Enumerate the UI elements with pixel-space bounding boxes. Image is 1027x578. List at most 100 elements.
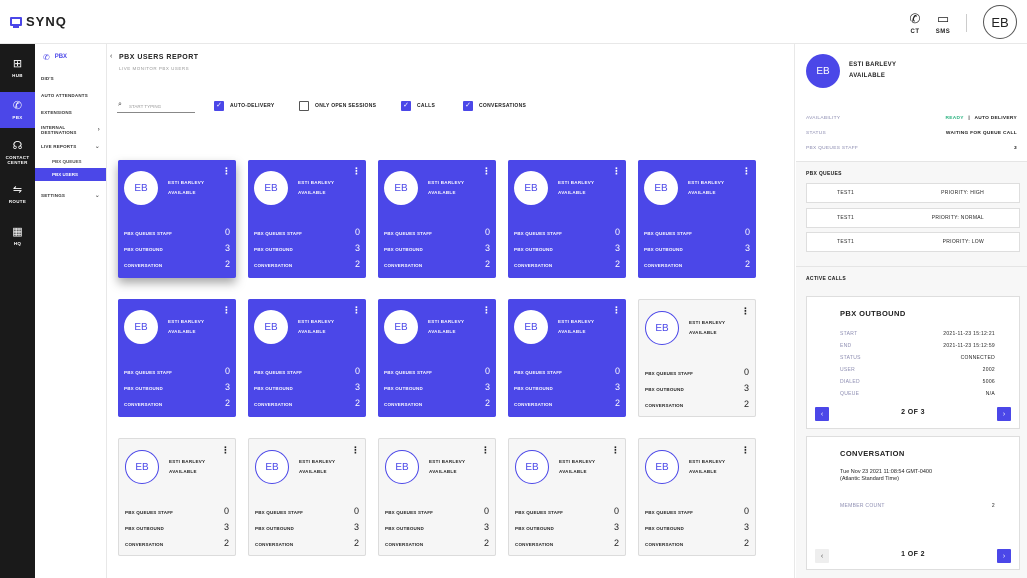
more-options-icon[interactable]: ⋮	[221, 445, 230, 455]
card-row-value: 2	[614, 398, 620, 408]
user-card[interactable]: EB ESTI BARLEVY AVAILABLE ⋮ PBX QUEUES STAFF…	[638, 438, 756, 556]
more-options-icon[interactable]: ⋮	[742, 166, 751, 176]
more-options-icon[interactable]: ⋮	[352, 166, 361, 176]
card-row-value: 2	[743, 538, 749, 548]
card-row-label: PBX OUTBOUND	[254, 386, 293, 391]
user-card[interactable]: EB ESTI BARLEVY AVAILABLE ⋮ PBX QUEUES STAFF…	[378, 438, 496, 556]
card-row-queues-staff: PBX QUEUES STAFF 0	[124, 366, 230, 376]
card-row-conversation: CONVERSATION 2	[254, 259, 360, 269]
back-chevron-icon[interactable]: ‹	[110, 53, 113, 60]
conversation-timezone: (Atlantic Standard Time)	[840, 476, 899, 482]
route-icon: ⇋	[12, 184, 23, 196]
member-count-row: MEMBER COUNT 2	[840, 503, 995, 509]
subnav-item-pbx-users[interactable]: PBX USERS	[35, 168, 106, 181]
ct-button[interactable]: ✆ CT	[903, 12, 927, 36]
user-card[interactable]: EB ESTI BARLEVY AVAILABLE ⋮ PBX QUEUES STAFF…	[638, 299, 756, 417]
calls-checkbox[interactable]: ✓ CALLS	[401, 101, 435, 111]
more-options-icon[interactable]: ⋮	[612, 305, 621, 315]
subnav-item-extensions[interactable]: EXTENSIONS	[35, 104, 106, 121]
user-card[interactable]: EB ESTI BARLEVY AVAILABLE ⋮ PBX QUEUES STAFF…	[118, 160, 236, 278]
user-card[interactable]: EB ESTI BARLEVY AVAILABLE ⋮ PBX QUEUES STAFF…	[508, 299, 626, 417]
rail-item-route[interactable]: ⇋ ROUTE	[0, 176, 35, 212]
subnav-item-settings[interactable]: SETTINGS ⌄	[35, 187, 106, 204]
prev-call-button[interactable]: ‹	[815, 407, 829, 421]
card-row-queues-staff: PBX QUEUES STAFF 0	[254, 366, 360, 376]
rail-item-hub[interactable]: ⊞ HUB	[0, 50, 35, 86]
card-row-label: CONVERSATION	[254, 263, 293, 268]
search-input[interactable]	[129, 102, 193, 111]
user-card[interactable]: EB ESTI BARLEVY AVAILABLE ⋮ PBX QUEUES STAFF…	[378, 160, 496, 278]
synq-logo[interactable]: SYNQ	[10, 14, 67, 29]
queue-row: TEST1 PRIORITY: HIGH	[806, 183, 1020, 203]
subnav-item-pbx-queues[interactable]: PBX QUEUES	[52, 159, 82, 164]
rail-item-pbx[interactable]: ✆ PBX	[0, 92, 35, 128]
card-user-status: AVAILABLE	[428, 329, 456, 334]
user-card[interactable]: EB ESTI BARLEVY AVAILABLE ⋮ PBX QUEUES STAFF…	[508, 438, 626, 556]
subnav-item-label: AUTO ATTENDANTS	[41, 93, 88, 98]
prev-conversation-button[interactable]: ‹	[815, 549, 829, 563]
user-card[interactable]: EB ESTI BARLEVY AVAILABLE ⋮ PBX QUEUES STAFF…	[118, 299, 236, 417]
chevron-down-icon: ⌄	[94, 193, 100, 199]
conversations-checkbox[interactable]: ✓ CONVERSATIONS	[463, 101, 526, 111]
user-avatar[interactable]: EB	[983, 5, 1017, 39]
more-options-icon[interactable]: ⋮	[352, 305, 361, 315]
page-title: PBX USERS REPORT	[119, 54, 199, 61]
sms-label: SMS	[935, 29, 951, 35]
card-row-outbound: PBX OUTBOUND 3	[645, 383, 749, 393]
queue-name: TEST1	[837, 215, 855, 221]
more-options-icon[interactable]: ⋮	[482, 166, 491, 176]
card-user-status: AVAILABLE	[169, 469, 197, 474]
logo-text: SYNQ	[26, 14, 67, 29]
status-value: WAITING FOR QUEUE CALL	[945, 131, 1017, 136]
card-row-label: PBX QUEUES STAFF	[645, 371, 694, 376]
more-options-icon[interactable]: ⋮	[222, 305, 231, 315]
more-options-icon[interactable]: ⋮	[481, 445, 490, 455]
user-card[interactable]: EB ESTI BARLEVY AVAILABLE ⋮ PBX QUEUES STAFF…	[378, 299, 496, 417]
checkbox-checked-icon: ✓	[463, 101, 473, 111]
rail-item-contact-center[interactable]: ☊ CONTACT CENTER	[0, 134, 35, 170]
rail-item-hq[interactable]: ▦ HQ	[0, 218, 35, 254]
member-count-label: MEMBER COUNT	[840, 503, 885, 509]
next-conversation-button[interactable]: ›	[997, 549, 1011, 563]
more-options-icon[interactable]: ⋮	[741, 445, 750, 455]
call-pager: ‹ 2 OF 3 ›	[807, 407, 1019, 422]
card-row-label: PBX OUTBOUND	[384, 247, 423, 252]
user-card[interactable]: EB ESTI BARLEVY AVAILABLE ⋮ PBX QUEUES STAFF…	[248, 299, 366, 417]
more-options-icon[interactable]: ⋮	[611, 445, 620, 455]
card-row-outbound: PBX OUTBOUND 3	[384, 382, 490, 392]
user-card[interactable]: EB ESTI BARLEVY AVAILABLE ⋮ PBX QUEUES STAFF…	[248, 160, 366, 278]
user-card[interactable]: EB ESTI BARLEVY AVAILABLE ⋮ PBX QUEUES STAFF…	[248, 438, 366, 556]
card-avatar: EB	[385, 450, 419, 484]
card-user-name: ESTI BARLEVY	[298, 319, 335, 324]
card-row-value: 3	[353, 522, 359, 532]
only-open-sessions-checkbox[interactable]: ONLY OPEN SESSIONS	[299, 101, 376, 111]
more-options-icon[interactable]: ⋮	[482, 305, 491, 315]
call-title: PBX OUTBOUND	[840, 309, 906, 318]
call-page-indicator: 2 OF 3	[901, 409, 925, 416]
more-options-icon[interactable]: ⋮	[351, 445, 360, 455]
card-row-value: 3	[354, 382, 360, 392]
call-row-key: QUEUE	[840, 391, 860, 397]
user-card[interactable]: EB ESTI BARLEVY AVAILABLE ⋮ PBX QUEUES STAFF…	[118, 438, 236, 556]
subnav-item-internal-destinations[interactable]: INTERNAL DESTINATIONS ›	[35, 121, 106, 138]
card-row-value: 3	[484, 382, 490, 392]
sms-icon: ▭	[936, 11, 950, 26]
card-user-name: ESTI BARLEVY	[689, 320, 726, 325]
card-user-status: AVAILABLE	[558, 329, 586, 334]
card-user-name: ESTI BARLEVY	[298, 180, 335, 185]
sms-button[interactable]: ▭ SMS	[931, 11, 955, 36]
user-card[interactable]: EB ESTI BARLEVY AVAILABLE ⋮ PBX QUEUES STAFF…	[508, 160, 626, 278]
card-row-label: PBX OUTBOUND	[125, 526, 164, 531]
call-row-value: 2021-11-23 15:12:59	[943, 343, 995, 349]
user-card[interactable]: EB ESTI BARLEVY AVAILABLE ⋮ PBX QUEUES STAFF…	[638, 160, 756, 278]
auto-delivery-checkbox[interactable]: ✓ AUTO-DELIVERY	[214, 101, 274, 111]
more-options-icon[interactable]: ⋮	[222, 166, 231, 176]
subnav-item-auto-attendants[interactable]: AUTO ATTENDANTS	[35, 87, 106, 104]
subnav-item-dids[interactable]: DID'S	[35, 70, 106, 87]
more-options-icon[interactable]: ⋮	[612, 166, 621, 176]
more-options-icon[interactable]: ⋮	[741, 306, 750, 316]
next-call-button[interactable]: ›	[997, 407, 1011, 421]
card-row-value: 3	[224, 382, 230, 392]
subnav-item-live-reports[interactable]: LIVE REPORTS ⌄	[35, 138, 106, 155]
checkbox-label: CONVERSATIONS	[479, 103, 527, 109]
